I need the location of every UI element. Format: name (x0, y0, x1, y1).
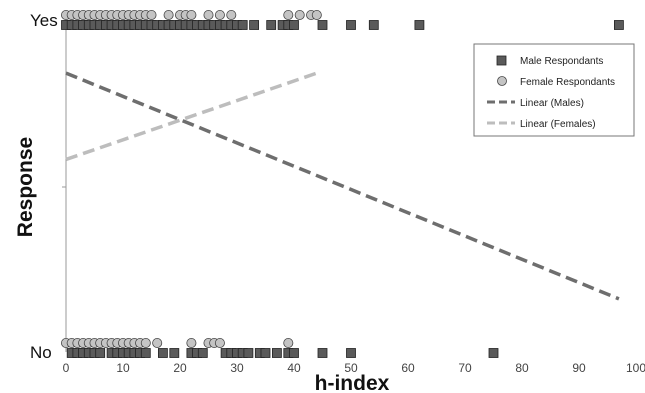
male-yes-point (237, 20, 248, 30)
y-axis-title: Response (14, 137, 37, 237)
female-no-point (152, 337, 163, 348)
x-tick-label: 90 (572, 361, 586, 375)
male-no-point (271, 348, 282, 358)
male-no-point (95, 348, 106, 358)
female-yes-point (214, 9, 225, 20)
x-tick-label: 20 (173, 361, 187, 375)
female-yes-point (311, 9, 322, 20)
legend-male-trend-label: Linear (Males) (520, 98, 584, 109)
male-yes-point (368, 20, 379, 30)
female-yes-point (294, 9, 305, 20)
male-yes-point (266, 20, 277, 30)
legend-male-square-icon (496, 55, 507, 66)
female-no-point (140, 337, 151, 348)
markers (61, 9, 624, 358)
male-no-point (169, 348, 180, 358)
legend: Male Respondants Female Respondants Line… (473, 43, 635, 137)
male-no-point (243, 348, 254, 358)
x-tick-label: 10 (116, 361, 130, 375)
male-yes-point (289, 20, 299, 30)
female-no-point (214, 337, 225, 348)
male-no-point (317, 348, 328, 358)
female-trendline (65, 71, 318, 162)
legend-female-label: Female Respondants (520, 77, 615, 88)
male-trendline (65, 71, 620, 301)
female-yes-point (186, 9, 197, 20)
female-yes-point (283, 9, 294, 20)
x-tick-label: 0 (63, 361, 70, 375)
plot-area (62, 20, 67, 352)
x-tick-label: 100 (626, 361, 645, 375)
x-tick-label: 70 (458, 361, 472, 375)
male-yes-point (317, 20, 328, 30)
female-yes-point (146, 9, 157, 20)
female-yes-point (226, 9, 237, 20)
legend-female-circle-icon (497, 76, 507, 86)
male-no-point (488, 348, 499, 358)
male-no-point (157, 348, 168, 358)
y-category-yes: Yes (30, 11, 58, 30)
legend-male-label: Male Respondants (520, 56, 603, 67)
male-yes-point (414, 20, 425, 30)
female-yes-point (163, 9, 174, 20)
male-yes-point (614, 20, 624, 30)
x-tick-labels: 0 10 20 30 40 50 60 70 80 90 100 (63, 361, 645, 375)
male-no-point (260, 348, 271, 358)
male-no-point (197, 348, 208, 358)
male-yes-point (346, 20, 356, 30)
axes: Yes No 0 10 20 30 40 50 60 70 80 90 100 h-index Re… (14, 11, 645, 393)
y-category-no: No (30, 343, 52, 362)
x-axis-title: h-index (315, 372, 390, 393)
male-no-point (289, 348, 299, 358)
female-yes-point (203, 9, 214, 20)
x-tick-label: 80 (515, 361, 529, 375)
male-no-point (140, 348, 151, 358)
x-tick-label: 60 (401, 361, 415, 375)
trendlines (65, 71, 620, 301)
legend-female-trend-label: Linear (Females) (520, 119, 596, 130)
x-tick-label: 40 (287, 361, 301, 375)
female-no-point (283, 337, 294, 348)
x-tick-label: 30 (230, 361, 244, 375)
male-no-point (346, 348, 356, 358)
female-no-point (186, 337, 197, 348)
male-yes-point (249, 20, 260, 30)
x-tick-label: 50 (344, 361, 358, 375)
